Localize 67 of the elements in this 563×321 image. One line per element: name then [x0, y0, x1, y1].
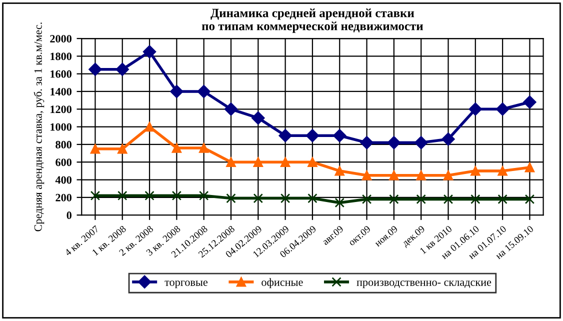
point [498, 194, 508, 204]
point [443, 170, 454, 180]
point [197, 84, 210, 98]
point [172, 143, 182, 153]
point [252, 111, 265, 125]
point [523, 95, 536, 109]
y-tick-label: 2000 [50, 34, 72, 42]
point [389, 194, 399, 204]
point [253, 193, 264, 204]
point [308, 157, 318, 167]
y-tick-label: 600 [56, 158, 72, 166]
point [226, 193, 236, 204]
point [362, 170, 372, 180]
point [90, 144, 100, 154]
point [468, 102, 482, 116]
legend-label: производственно- складские [356, 280, 492, 288]
point [198, 190, 209, 201]
point [280, 157, 290, 167]
y-tick-label: 800 [56, 140, 72, 148]
y-tick-label: 400 [55, 176, 72, 184]
legend-label: торговые [164, 280, 208, 288]
point [496, 102, 510, 116]
point [470, 194, 480, 204]
point [416, 194, 426, 204]
y-axis-title: Средняя арендная ставка, руб. за 1 кв.м/мес. [34, 22, 44, 232]
point [442, 132, 455, 146]
point [308, 193, 318, 204]
point [389, 170, 399, 180]
y-tick-label: 0 [66, 212, 72, 220]
point [387, 136, 401, 150]
point [142, 45, 156, 58]
y-tick-label: 200 [56, 194, 72, 202]
point [253, 157, 264, 167]
point [470, 166, 480, 176]
point [280, 193, 290, 204]
point [118, 190, 128, 201]
point [118, 144, 128, 154]
point [443, 194, 454, 204]
point [144, 122, 154, 132]
point [226, 157, 236, 167]
chart-title: Динамика средней арендной ставки по типам коммерческой недвижимости [202, 8, 424, 33]
point [306, 129, 320, 142]
point [170, 84, 184, 98]
point [172, 190, 182, 201]
point [224, 102, 238, 116]
point [416, 170, 426, 180]
point [360, 136, 374, 150]
y-tick-label: 1400 [50, 88, 72, 96]
point [334, 198, 344, 208]
point [198, 143, 209, 153]
point [88, 62, 102, 76]
y-tick-label: 1200 [50, 106, 72, 114]
point [278, 129, 292, 142]
point [116, 62, 129, 76]
y-tick-label: 1800 [50, 52, 72, 60]
legend-label: офисные [262, 278, 303, 288]
point [498, 166, 508, 176]
point [144, 190, 154, 201]
y-tick-label: 1600 [50, 70, 72, 78]
point [334, 166, 344, 176]
point [524, 194, 535, 204]
point [333, 129, 346, 142]
y-tick-label: 1000 [50, 123, 72, 131]
point [524, 162, 535, 172]
point [362, 194, 372, 204]
point [90, 190, 100, 201]
point [414, 136, 428, 150]
